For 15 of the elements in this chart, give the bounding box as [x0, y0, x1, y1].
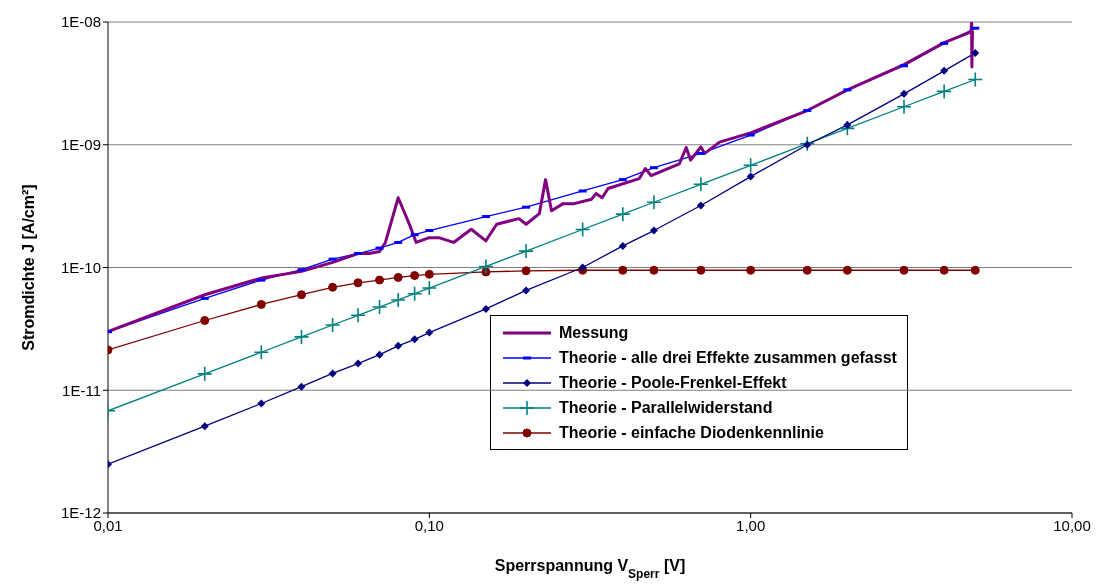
- x-tick-label: 1,00: [736, 516, 766, 534]
- y-tick-label: 1E-09: [60, 136, 101, 154]
- y-axis-title: Stromdichte J [A/cm²]: [19, 184, 37, 351]
- y-tick-label: 1E-12: [60, 504, 101, 522]
- y-tick-label: 1E-11: [62, 381, 101, 399]
- legend-label: Theorie - Poole-Frenkel-Effekt: [559, 373, 787, 392]
- legend-label: Theorie - alle drei Effekte zusammen gefasst: [559, 348, 897, 367]
- y-tick-label: 1E-10: [60, 258, 101, 276]
- x-axis-title: Sperrspannung V$_{Sperr}$ [V]: [494, 557, 686, 581]
- x-tick-label: 0,10: [414, 516, 444, 534]
- y-tick-label: 1E-08: [60, 13, 101, 31]
- legend-label: Messung: [559, 323, 629, 342]
- legend-label: Theorie - einfache Diodenkennlinie: [559, 423, 824, 442]
- x-tick-label: 10,00: [1053, 516, 1091, 534]
- legend-label: Theorie - Parallelwiderstand: [559, 398, 773, 417]
